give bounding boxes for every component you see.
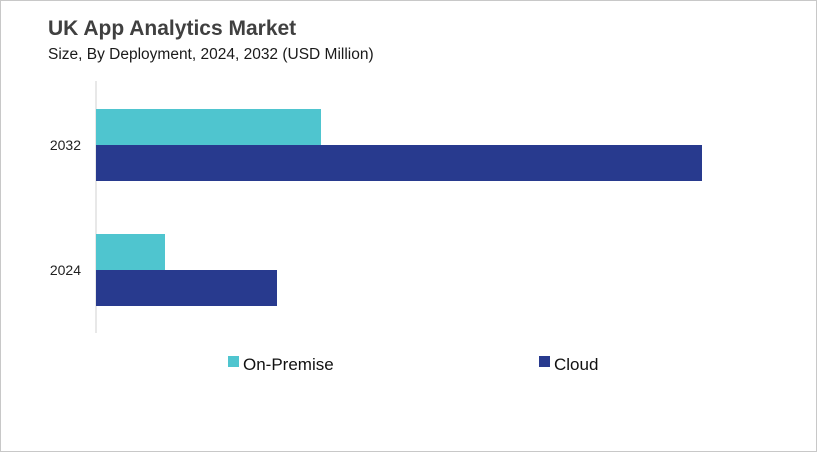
tick-label-2032: 2032 xyxy=(50,137,81,153)
legend-label-on-premise: On-Premise xyxy=(243,355,334,374)
bar-on-premise-2032 xyxy=(96,109,321,145)
chart-subtitle: Size, By Deployment, 2024, 2032 (USD Mil… xyxy=(48,46,374,63)
legend-swatch-cloud xyxy=(539,356,550,367)
legend-label-cloud: Cloud xyxy=(554,355,598,374)
bar-cloud-2032 xyxy=(96,145,702,181)
chart-title: UK App Analytics Market xyxy=(48,17,297,40)
bar-cloud-2024 xyxy=(96,270,277,306)
tick-label-2024: 2024 xyxy=(50,262,81,278)
legend-swatch-on-premise xyxy=(228,356,239,367)
bar-on-premise-2024 xyxy=(96,234,165,270)
